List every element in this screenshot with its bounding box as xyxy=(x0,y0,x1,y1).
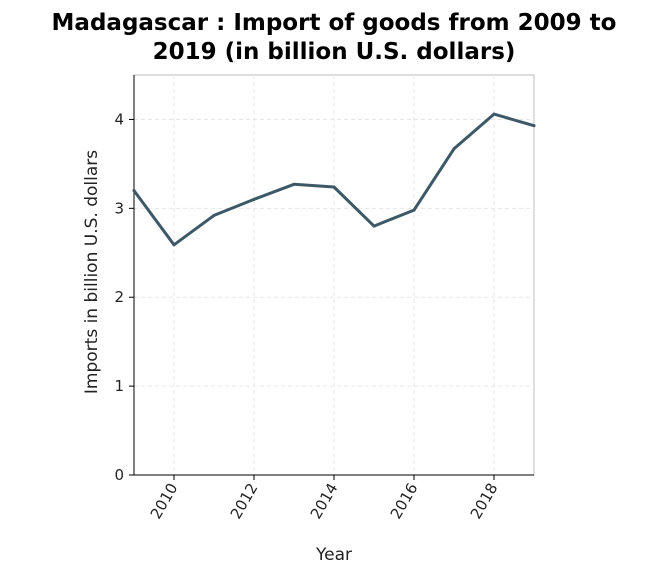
data-point xyxy=(452,147,456,151)
data-point xyxy=(212,213,216,217)
data-point xyxy=(372,224,376,228)
y-tick-label: 1 xyxy=(114,377,124,395)
data-point xyxy=(292,182,296,186)
y-tick-label: 4 xyxy=(114,110,124,128)
axes xyxy=(129,75,534,480)
x-tick-label: 2012 xyxy=(227,480,262,522)
data-point xyxy=(332,185,336,189)
data-point xyxy=(532,124,536,128)
y-tick-label: 3 xyxy=(114,199,124,217)
data-point xyxy=(492,112,496,116)
data-point xyxy=(132,189,136,193)
x-tick-label: 2014 xyxy=(307,480,342,522)
x-tick-label: 2018 xyxy=(467,480,502,522)
data-point xyxy=(172,243,176,247)
x-axis-label: Year xyxy=(315,545,352,565)
y-tick-label: 2 xyxy=(114,288,124,306)
data-series xyxy=(132,112,536,247)
y-axis-label: Imports in billion U.S. dollars xyxy=(82,150,102,394)
data-point xyxy=(412,208,416,212)
x-tick-label: 2010 xyxy=(147,480,182,522)
data-point xyxy=(252,197,256,201)
chart-title-line-1: Madagascar : Import of goods from 2009 t… xyxy=(52,10,617,36)
y-tick-label: 0 xyxy=(114,466,124,484)
chart-title-line-2: 2019 (in billion U.S. dollars) xyxy=(153,39,516,65)
x-tick-label: 2016 xyxy=(387,480,422,522)
